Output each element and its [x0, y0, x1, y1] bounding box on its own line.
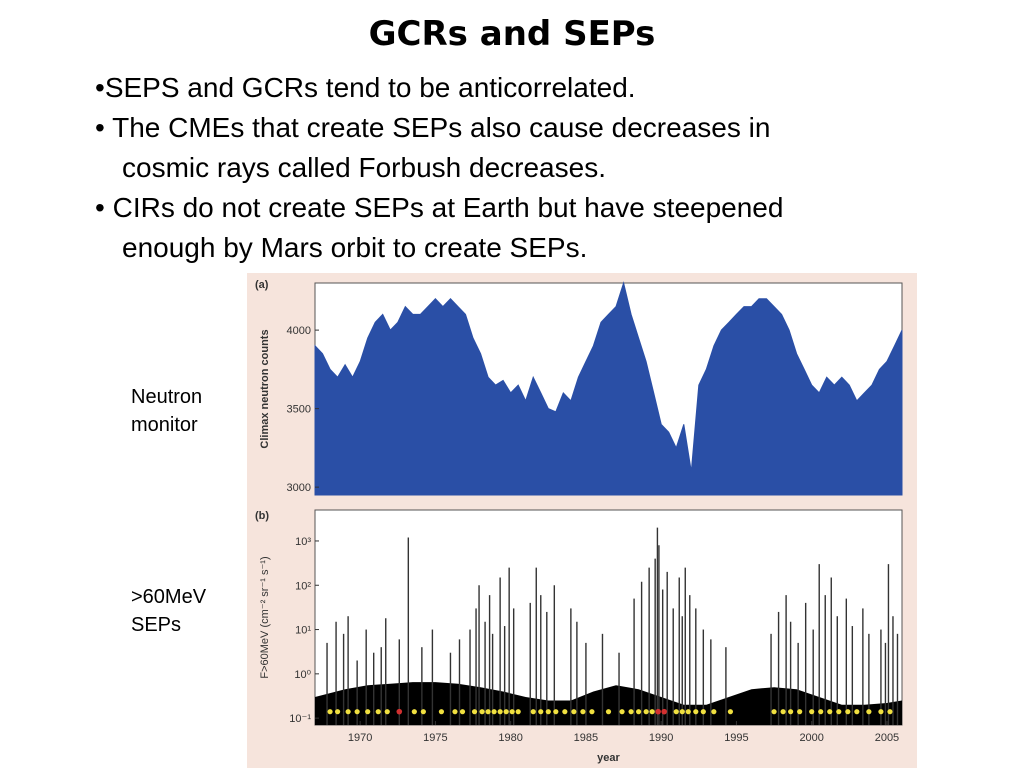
bullet-item: • The CMEs that create SEPs also cause d… — [95, 108, 995, 188]
yellow-event-marker — [375, 709, 381, 715]
yellow-event-marker — [334, 709, 341, 715]
y-tick-label: 10⁰ — [294, 669, 311, 681]
bullet-item: • CIRs do not create SEPs at Earth but h… — [95, 188, 995, 268]
yellow-event-marker — [327, 709, 333, 715]
x-tick-label: 1970 — [348, 732, 372, 744]
yellow-event-marker — [452, 709, 458, 715]
x-tick-label: 2005 — [875, 732, 899, 744]
red-event-marker — [655, 708, 661, 715]
yellow-event-marker — [471, 709, 478, 715]
yellow-event-marker — [479, 709, 485, 715]
yellow-event-marker — [797, 709, 803, 715]
red-event-marker — [396, 708, 403, 715]
yellow-event-marker — [553, 709, 559, 715]
yellow-event-marker — [845, 709, 851, 715]
bullet-marker: • — [95, 112, 105, 143]
panel-a-label: (a) — [255, 279, 269, 291]
yellow-event-marker — [589, 709, 595, 715]
yellow-event-marker — [700, 709, 706, 715]
yellow-event-marker — [515, 709, 521, 715]
yellow-event-marker — [459, 709, 466, 715]
yellow-event-marker — [365, 709, 371, 715]
yellow-event-marker — [685, 709, 691, 715]
yellow-event-marker — [679, 709, 685, 715]
yellow-event-marker — [420, 709, 426, 715]
yellow-event-marker — [836, 709, 842, 715]
yellow-event-marker — [619, 709, 625, 715]
bullet-text: SEPS and GCRs tend to be anticorrelated. — [104, 72, 636, 103]
sep-label: >60MeV SEPs — [131, 586, 207, 636]
yellow-event-marker — [571, 709, 577, 715]
yellow-event-marker — [545, 709, 551, 715]
yellow-event-marker — [485, 709, 491, 715]
bullet-text: The CMEs that create SEPs also cause dec… — [112, 112, 771, 143]
y-tick-label: 10⁻¹ — [289, 713, 311, 725]
yellow-event-marker — [605, 709, 612, 715]
bullet-text-continued: cosmic rays called Forbush decreases. — [122, 152, 606, 183]
x-tick-label: 1995 — [724, 732, 748, 744]
yellow-event-marker — [693, 709, 699, 715]
yellow-event-marker — [727, 709, 734, 715]
yellow-event-marker — [438, 709, 445, 715]
yellow-event-marker — [788, 709, 794, 715]
y-tick-label: 10³ — [295, 536, 311, 548]
red-event-marker — [661, 708, 667, 715]
y-axis-label: F>60MeV (cm⁻² sr⁻¹ s⁻¹) — [259, 556, 271, 678]
yellow-event-marker — [636, 709, 642, 715]
yellow-event-marker — [854, 709, 860, 715]
yellow-event-marker — [562, 709, 568, 715]
bullet-text: CIRs do not create SEPs at Earth but hav… — [112, 192, 784, 223]
gcr-sep-figure: 3000 3500 4000 (a) Climax neutron counts 10⁻¹… — [247, 273, 917, 768]
yellow-event-marker — [673, 709, 679, 715]
yellow-event-marker — [628, 709, 634, 715]
bullet-marker: • — [95, 192, 105, 223]
yellow-event-marker — [878, 709, 884, 715]
x-tick-label: 1985 — [574, 732, 598, 744]
yellow-event-marker — [538, 709, 544, 715]
x-tick-label: 1980 — [498, 732, 522, 744]
panel-b-label: (b) — [255, 510, 269, 522]
y-axis-label: Climax neutron counts — [259, 329, 271, 448]
yellow-event-marker — [491, 709, 497, 715]
yellow-event-marker — [771, 709, 777, 715]
x-tick-label: 1990 — [649, 732, 673, 744]
yellow-event-marker — [649, 709, 655, 715]
y-tick-label: 3000 — [287, 482, 311, 494]
yellow-event-marker — [345, 709, 351, 715]
x-axis-label: year — [597, 752, 620, 764]
y-tick-label: 4000 — [287, 325, 311, 337]
yellow-event-marker — [643, 709, 649, 715]
neutron-count-area — [314, 281, 903, 496]
yellow-event-marker — [530, 709, 536, 715]
yellow-event-marker — [411, 709, 417, 715]
bullet-item: •SEPS and GCRs tend to be anticorrelated… — [95, 68, 995, 108]
yellow-event-marker — [497, 709, 503, 715]
yellow-event-marker — [509, 709, 515, 715]
neutron-monitor-label: Neutron monitor — [131, 386, 203, 436]
yellow-event-marker — [818, 709, 824, 715]
yellow-event-marker — [827, 709, 833, 715]
x-tick-label: 2000 — [799, 732, 823, 744]
slide-title: GCRs and SEPs — [368, 14, 656, 54]
background-flux-envelope — [315, 682, 902, 725]
yellow-event-marker — [503, 709, 509, 715]
y-tick-label: 3500 — [287, 404, 311, 416]
yellow-event-marker — [580, 709, 586, 715]
bullet-text-continued: enough by Mars orbit to create SEPs. — [122, 232, 588, 263]
y-tick-label: 10¹ — [295, 625, 311, 637]
y-tick-label: 10² — [295, 580, 311, 592]
bullet-marker: • — [95, 72, 105, 103]
bullet-list: •SEPS and GCRs tend to be anticorrelated… — [95, 68, 995, 268]
yellow-event-marker — [809, 709, 815, 715]
yellow-event-marker — [384, 709, 390, 715]
yellow-event-marker — [866, 709, 872, 715]
x-tick-label: 1975 — [423, 732, 447, 744]
yellow-event-marker — [887, 709, 893, 715]
yellow-event-marker — [711, 709, 717, 715]
yellow-event-marker — [780, 709, 786, 715]
yellow-event-marker — [354, 709, 360, 715]
